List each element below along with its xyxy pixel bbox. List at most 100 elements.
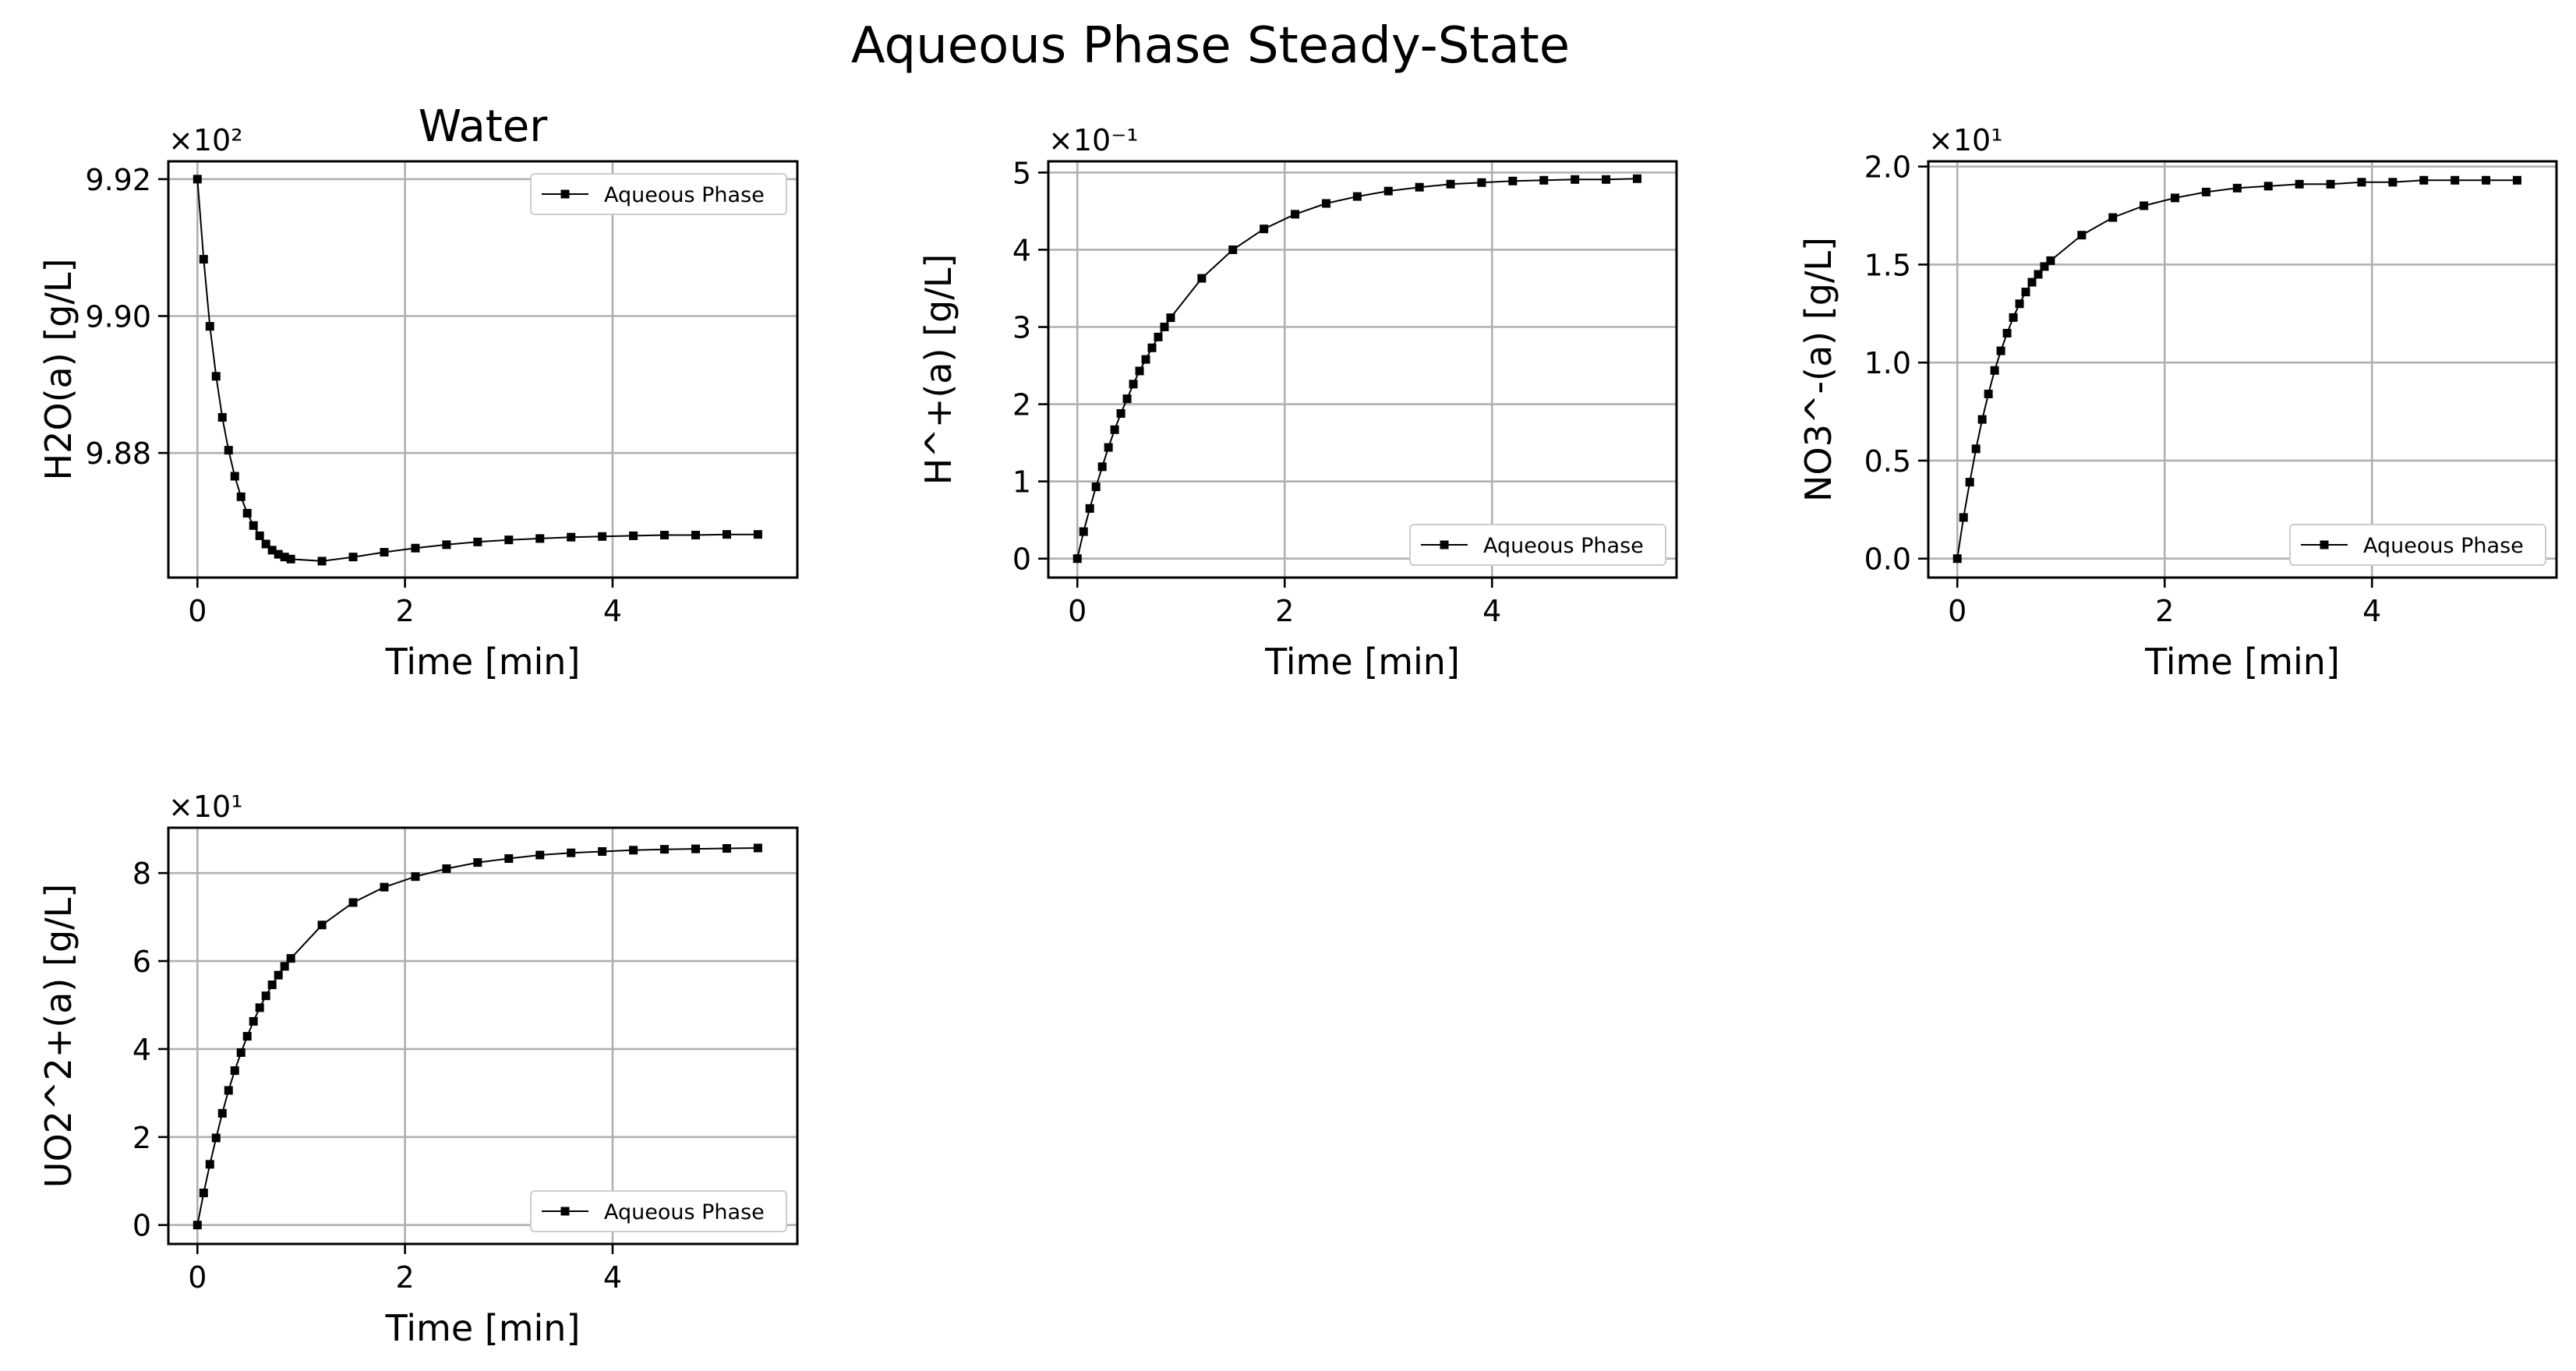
data-point xyxy=(1141,355,1150,364)
data-point xyxy=(1135,366,1144,376)
data-point xyxy=(261,539,270,549)
series-line xyxy=(196,178,758,562)
axes-frame xyxy=(1047,160,1678,579)
data-point xyxy=(236,492,246,501)
data-point xyxy=(598,532,607,541)
y-tick-label: 3 xyxy=(1012,311,1031,345)
y-tick-label: 2.0 xyxy=(1864,150,1911,185)
series-line xyxy=(1076,178,1638,559)
data-point xyxy=(380,882,389,892)
y-tick-label: 9.92 xyxy=(85,163,151,197)
legend-label: Aqueous Phase xyxy=(1483,534,1644,558)
data-point xyxy=(2046,256,2055,265)
data-point xyxy=(1977,415,1987,424)
y-tick-label: 0 xyxy=(1012,542,1031,577)
data-point xyxy=(2451,175,2460,185)
y-tick-label: 8 xyxy=(133,857,151,891)
data-point xyxy=(205,1160,214,1169)
legend-marker xyxy=(560,1207,570,1216)
data-point xyxy=(1129,380,1138,389)
axes-frame xyxy=(167,826,799,1246)
data-point xyxy=(224,446,233,455)
data-point xyxy=(199,1189,208,1198)
legend: Aqueous Phase xyxy=(2289,524,2546,566)
data-point xyxy=(1971,444,1981,454)
x-axis-label: Time [min] xyxy=(385,1307,581,1349)
y-tick-label: 2 xyxy=(1012,388,1031,422)
figure-title: Aqueous Phase Steady-State xyxy=(851,17,1570,75)
axis-offset-text: ×10¹ xyxy=(1928,123,2002,157)
data-point xyxy=(224,1086,233,1095)
data-point xyxy=(535,534,545,543)
x-tick-label: 4 xyxy=(1482,594,1501,628)
data-point xyxy=(267,546,277,555)
data-point xyxy=(504,535,514,545)
data-point xyxy=(274,970,283,980)
data-point xyxy=(1321,199,1330,208)
data-point xyxy=(1952,554,1962,564)
data-point xyxy=(1477,178,1486,187)
legend-marker xyxy=(1440,540,1449,549)
subplot-4: 0 2 4 0 2 4 6 8 Time [min] UO2^2+(a) [g/L] ×10¹ Aqu… xyxy=(37,790,799,1349)
data-point xyxy=(411,543,420,553)
axes-frame xyxy=(1927,160,2558,579)
data-point xyxy=(473,858,482,867)
series-line xyxy=(196,847,758,1225)
data-point xyxy=(255,1003,264,1012)
data-point xyxy=(1965,478,1974,487)
y-tick-label: 6 xyxy=(133,945,151,979)
axis-offset-text: ×10² xyxy=(168,123,242,157)
x-axis-label: Time [min] xyxy=(385,641,581,683)
data-point xyxy=(504,854,514,864)
data-point xyxy=(274,549,283,559)
data-point xyxy=(722,530,731,539)
data-point xyxy=(442,540,451,549)
data-point xyxy=(567,848,576,857)
data-point xyxy=(2326,179,2335,189)
data-point xyxy=(535,850,545,860)
y-tick-label: 1 xyxy=(1012,465,1031,500)
data-point xyxy=(629,846,638,855)
data-point xyxy=(267,981,277,990)
data-point xyxy=(1383,186,1393,196)
legend: Aqueous Phase xyxy=(530,173,787,215)
legend-box xyxy=(530,173,787,215)
subplot-1: 0 2 4 9.92 9.90 9.88 Time [min] H2O(a) [g/L] ×10… xyxy=(37,101,799,683)
data-point xyxy=(2171,193,2180,203)
data-point xyxy=(660,531,670,540)
data-point xyxy=(249,1016,258,1026)
axes-frame xyxy=(167,160,799,579)
data-point xyxy=(1116,408,1125,418)
data-point xyxy=(1602,175,1611,184)
data-point xyxy=(1996,346,2005,355)
data-point xyxy=(2482,175,2491,185)
data-point xyxy=(211,372,221,381)
x-tick-label: 2 xyxy=(396,594,415,628)
data-point xyxy=(1104,443,1113,452)
legend-box xyxy=(2289,524,2546,566)
axis-offset-text: ×10¹ xyxy=(168,790,242,824)
y-tick-label: 0.0 xyxy=(1864,542,1911,577)
x-tick-label: 4 xyxy=(603,594,622,628)
data-point xyxy=(1446,179,1455,189)
data-point xyxy=(2201,187,2210,196)
legend-box xyxy=(1409,524,1666,566)
data-point xyxy=(2388,178,2398,187)
data-point xyxy=(2077,231,2087,240)
data-point xyxy=(205,322,214,331)
data-point xyxy=(2263,182,2273,191)
legend-label: Aqueous Phase xyxy=(604,183,765,207)
legend: Aqueous Phase xyxy=(530,1190,787,1232)
data-point xyxy=(1228,245,1238,254)
data-point xyxy=(2009,313,2018,322)
data-point xyxy=(199,255,208,264)
data-point xyxy=(1085,504,1094,513)
data-point xyxy=(567,532,576,542)
data-point xyxy=(598,846,607,856)
x-tick-label: 0 xyxy=(188,594,207,628)
x-tick-label: 2 xyxy=(2155,594,2174,628)
data-point xyxy=(1154,332,1163,341)
data-point xyxy=(660,845,670,854)
data-point xyxy=(211,1133,221,1143)
data-point xyxy=(193,175,202,184)
